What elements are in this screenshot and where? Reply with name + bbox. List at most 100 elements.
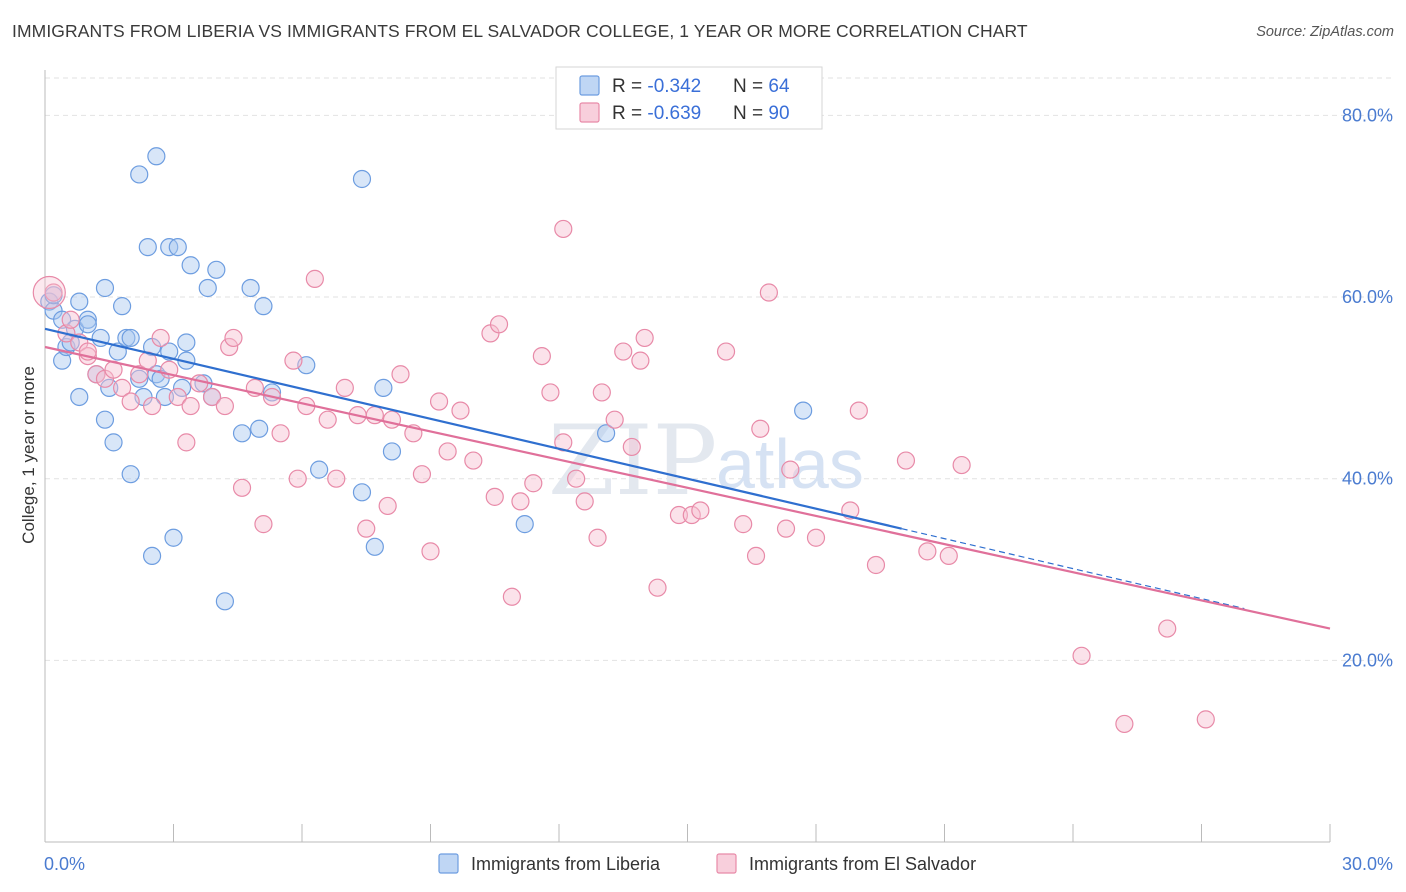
- elsalvador-point: [554, 219, 573, 239]
- liberia-point: [104, 433, 123, 452]
- source-label: Source: ZipAtlas.com: [1256, 24, 1394, 40]
- liberia-n-label: N =: [733, 76, 768, 97]
- liberia-series-swatch: [438, 853, 459, 874]
- elsalvador-point: [215, 396, 234, 416]
- liberia-r-value: -0.342: [647, 76, 701, 97]
- liberia-n-row: N = 64: [733, 76, 790, 97]
- elsalvador-point: [734, 515, 753, 534]
- elsalvador-point: [682, 505, 701, 525]
- elsalvador-point: [202, 387, 222, 407]
- elsalvador-point: [776, 519, 796, 538]
- elsalvador-point: [327, 469, 346, 488]
- liberia-point: [164, 528, 183, 547]
- elsalvador-point: [511, 492, 530, 511]
- liberia-point: [241, 278, 260, 298]
- y-tick-labels: 20.0% 40.0% 60.0% 80.0%: [1342, 105, 1393, 670]
- elsalvador-n-value: 90: [768, 103, 789, 124]
- y-tick-label: 80.0%: [1342, 105, 1393, 125]
- elsalvador-n-label: N =: [733, 103, 768, 124]
- elsalvador-point: [781, 460, 800, 479]
- y-axis-label: College, 1 year or more: [19, 366, 38, 544]
- grid-lines: [45, 77, 1394, 661]
- elsalvador-point: [357, 519, 376, 538]
- y-tick-label: 20.0%: [1342, 650, 1393, 670]
- liberia-point: [70, 292, 89, 311]
- elsalvador-point: [464, 451, 483, 470]
- watermark: ZIP atlas: [548, 405, 864, 517]
- liberia-series-label: Immigrants from Liberia: [471, 854, 661, 874]
- liberia-legend-row: R = -0.342: [612, 76, 701, 97]
- elsalvador-r-value: -0.639: [647, 103, 701, 124]
- liberia-point: [117, 328, 136, 348]
- elsalvador-point: [939, 546, 958, 566]
- trend-lines: [44, 327, 1331, 630]
- elsalvador-point: [318, 410, 337, 429]
- liberia-point: [172, 378, 192, 397]
- liberia-point: [130, 165, 149, 184]
- elsalvador-point: [1196, 710, 1215, 729]
- liberia-points: [40, 147, 813, 611]
- elsalvador-point: [896, 451, 916, 470]
- elsalvador-point: [1158, 619, 1177, 638]
- liberia-point: [374, 378, 393, 397]
- elsalvador-point: [438, 442, 457, 461]
- elsalvador-point: [271, 424, 290, 443]
- liberia-point: [382, 442, 402, 461]
- elsalvador-point: [605, 410, 624, 429]
- elsalvador-point: [588, 528, 607, 547]
- elsalvador-point: [151, 328, 170, 348]
- elsalvador-point: [532, 346, 551, 366]
- elsalvador-trend-line: [44, 345, 1331, 630]
- liberia-point: [215, 592, 234, 611]
- elsalvador-point: [224, 328, 243, 348]
- elsalvador-point: [866, 555, 886, 575]
- x-tick-labels: 0.0% 30.0%: [44, 854, 1393, 874]
- elsalvador-point: [44, 283, 63, 302]
- elsalvador-point: [177, 433, 196, 452]
- elsalvador-point: [232, 478, 252, 497]
- elsalvador-point: [335, 378, 354, 397]
- elsalvador-point: [142, 396, 162, 416]
- stats-legend: R = -0.342 N = 64 R = -0.639 N = 90: [555, 66, 823, 130]
- elsalvador-legend-swatch: [579, 102, 600, 123]
- watermark-zip: ZIP: [548, 405, 717, 517]
- elsalvador-point: [485, 487, 504, 506]
- elsalvador-points: [32, 219, 1215, 734]
- elsalvador-point: [489, 315, 509, 334]
- liberia-point: [254, 297, 273, 316]
- x-tick-label-min: 0.0%: [44, 854, 85, 874]
- elsalvador-point: [305, 269, 324, 288]
- liberia-point: [100, 378, 119, 397]
- liberia-point: [53, 351, 72, 370]
- elsalvador-point: [288, 469, 307, 488]
- elsalvador-point: [575, 492, 594, 511]
- elsalvador-point: [635, 328, 654, 348]
- elsalvador-point: [849, 401, 868, 420]
- elsalvador-point: [382, 410, 402, 429]
- elsalvador-point: [112, 378, 132, 397]
- liberia-point: [155, 387, 175, 407]
- liberia-point: [352, 169, 372, 189]
- elsalvador-point: [806, 528, 826, 547]
- liberia-point: [232, 424, 252, 443]
- elsalvador-point: [751, 419, 770, 438]
- liberia-point: [142, 546, 162, 566]
- liberia-point: [365, 537, 384, 556]
- elsalvador-point: [168, 387, 187, 407]
- liberia-point: [177, 333, 196, 352]
- elsalvador-point: [918, 542, 937, 561]
- elsalvador-series-swatch: [716, 853, 737, 874]
- elsalvador-point: [87, 365, 106, 384]
- liberia-point: [168, 238, 187, 257]
- elsalvador-legend-row: R = -0.639: [612, 103, 701, 124]
- elsalvador-point: [746, 546, 766, 566]
- liberia-point: [130, 369, 149, 388]
- elsalvador-point: [716, 342, 736, 361]
- stats-legend-box: [555, 66, 823, 130]
- liberia-point: [207, 260, 226, 279]
- elsalvador-point-large: [32, 275, 66, 310]
- elsalvador-point: [567, 469, 586, 488]
- elsalvador-point: [121, 392, 140, 411]
- liberia-n-value: 64: [768, 76, 790, 97]
